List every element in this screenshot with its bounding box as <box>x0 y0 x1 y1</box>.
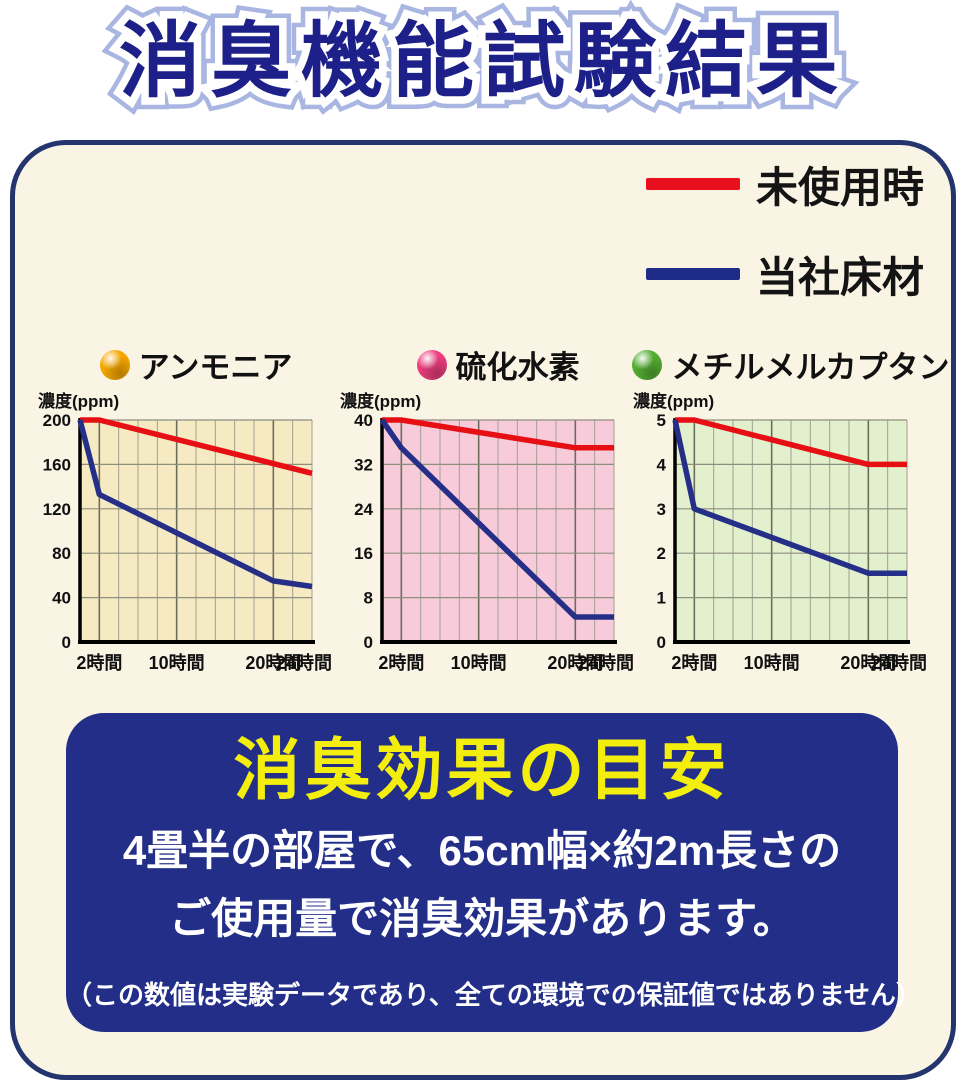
svg-text:0: 0 <box>62 633 71 652</box>
page-title-outline: 消臭機能試験結果 <box>111 9 847 115</box>
svg-text:24時間: 24時間 <box>871 653 927 673</box>
chart-ammonia-title: アンモニア <box>138 350 293 385</box>
svg-text:24: 24 <box>354 500 373 519</box>
chart-hydrogen-sulfide-title: 硫化水素 <box>455 350 580 385</box>
hydrogen-sulfide-dot-icon <box>416 349 447 380</box>
legend-item-our-flooring: 当社床材 <box>646 250 946 301</box>
legend-item-unused: 未使用時 <box>646 160 946 211</box>
svg-text:10時間: 10時間 <box>451 653 507 673</box>
effect-guideline-note: （この数値は実験データであり、全ての環境での保証値ではありません） <box>66 980 922 1010</box>
chart-hydrogen-sulfide-header: 硫化水素 <box>338 342 658 387</box>
svg-text:1: 1 <box>657 589 666 608</box>
page-title-text: 消臭機能試験結果 <box>118 16 847 107</box>
svg-text:16: 16 <box>354 544 373 563</box>
effect-guideline-line2: ご使用量で消臭効果があります。 <box>169 895 795 942</box>
page-title-halo: 消臭機能試験結果 <box>107 4 850 119</box>
svg-text:24時間: 24時間 <box>578 653 634 673</box>
chart-ammonia-y-axis-label: 濃度(ppm) <box>38 392 120 411</box>
chart-hydrogen-sulfide-y-axis-label: 濃度(ppm) <box>340 392 422 411</box>
svg-text:160: 160 <box>43 455 71 474</box>
svg-text:10時間: 10時間 <box>744 653 800 673</box>
red-line-swatch-icon <box>646 178 740 190</box>
chart-hydrogen-sulfide: 硫化水素 濃度(ppm) 0 8 16 24 32 40 2時間 10時間 20時間 24時間 <box>332 340 648 685</box>
effect-guideline-title: 消臭効果の目安 <box>233 733 731 808</box>
svg-text:80: 80 <box>52 544 71 563</box>
legend: 未使用時 当社床材 <box>646 160 946 340</box>
svg-text:40: 40 <box>354 411 373 430</box>
legend-label-our-flooring: 当社床材 <box>756 253 925 301</box>
svg-text:10時間: 10時間 <box>149 653 205 673</box>
svg-text:120: 120 <box>43 500 71 519</box>
ammonia-dot-icon <box>99 349 130 380</box>
svg-text:40: 40 <box>52 589 71 608</box>
svg-text:2時間: 2時間 <box>378 653 424 673</box>
chart-ammonia: アンモニア 濃度(ppm) 0 40 80 120 160 200 2時間 10時間 20時間 2… <box>30 340 346 685</box>
svg-text:24時間: 24時間 <box>276 653 332 673</box>
svg-text:2: 2 <box>657 544 666 563</box>
effect-guideline-line1: 4畳半の部屋で、65cm幅×約2m長さの <box>122 827 842 874</box>
page-title: 消臭機能試験結果 消臭機能試験結果 消臭機能試験結果 <box>0 2 966 128</box>
methyl-mercaptan-dot-icon <box>632 349 663 380</box>
svg-text:0: 0 <box>364 633 373 652</box>
svg-text:5: 5 <box>657 411 666 430</box>
svg-text:20時間: 20時間 <box>547 653 603 673</box>
chart-methyl-mercaptan-header: メチルメルカプタン <box>631 342 951 387</box>
effect-guideline-box: 消臭効果の目安 4畳半の部屋で、65cm幅×約2m長さの ご使用量で消臭効果があ… <box>66 713 922 1032</box>
svg-text:8: 8 <box>364 589 373 608</box>
svg-text:200: 200 <box>43 411 71 430</box>
svg-text:2時間: 2時間 <box>76 653 122 673</box>
svg-text:32: 32 <box>354 455 373 474</box>
svg-text:0: 0 <box>657 633 666 652</box>
svg-text:4: 4 <box>657 455 667 474</box>
chart-methyl-mercaptan-title: メチルメルカプタン <box>671 350 950 385</box>
legend-label-unused: 未使用時 <box>756 163 925 211</box>
chart-ammonia-header: アンモニア <box>36 342 356 387</box>
svg-text:2時間: 2時間 <box>671 653 717 673</box>
chart-methyl-mercaptan-y-axis-label: 濃度(ppm) <box>633 392 715 411</box>
svg-text:3: 3 <box>657 500 666 519</box>
svg-text:20時間: 20時間 <box>840 653 896 673</box>
svg-text:20時間: 20時間 <box>245 653 301 673</box>
blue-line-swatch-icon <box>646 268 740 280</box>
chart-methyl-mercaptan: メチルメルカプタン 濃度(ppm) 0 1 2 3 4 5 2時間 10時間 20時間 24時間 <box>625 340 950 685</box>
